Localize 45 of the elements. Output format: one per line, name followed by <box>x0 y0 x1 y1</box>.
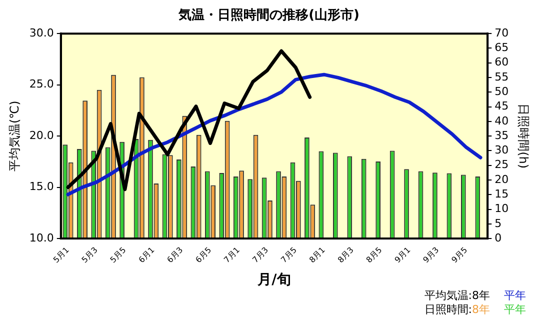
x-tick-label: 8月1 <box>308 245 327 265</box>
x-tick-label: 5月5 <box>108 245 128 265</box>
y2-tick-label: 40 <box>494 114 509 128</box>
x-tick-label: 5月1 <box>52 245 71 265</box>
x-tick-label: 8月3 <box>336 245 356 265</box>
y-tick-label: 30.0 <box>29 26 54 40</box>
x-tick-label: 5月3 <box>80 245 100 265</box>
y2-tick-label: 50 <box>494 85 509 98</box>
y2-tick-label: 35 <box>494 128 509 142</box>
y2-axis-title: 日照時間(h) <box>516 104 531 169</box>
text: 8年 <box>472 289 490 302</box>
y2-tick-label: 0 <box>494 231 502 244</box>
x-tick-label: 9月5 <box>450 245 470 265</box>
y2-tick-label: 45 <box>494 100 509 113</box>
y2-tick-label: 20 <box>494 172 509 186</box>
x-tick-label: 8月5 <box>364 245 384 265</box>
text: 日照時間: <box>424 303 472 316</box>
chart-title: 気温・日照時間の推移(山形市) <box>178 7 360 24</box>
text: 平均気温: <box>424 289 472 302</box>
y2-tick-label: 30 <box>494 144 509 157</box>
y2-tick-label: 60 <box>494 56 509 69</box>
x-tick-label: 9月1 <box>393 245 412 265</box>
text: 平年 <box>504 303 526 316</box>
y-tick-label: 15.0 <box>29 180 54 194</box>
y-tick-label: 10.0 <box>29 231 54 244</box>
y2-tick-label: 55 <box>494 70 509 84</box>
y-tick-label: 20.0 <box>29 128 54 142</box>
x-tick-label: 7月5 <box>279 245 298 265</box>
y2-tick-label: 25 <box>494 158 509 172</box>
y-tick-label: 25.0 <box>29 78 54 91</box>
y-axis-title: 平均気温(℃) <box>7 100 22 172</box>
x-tick-label: 6月3 <box>165 245 185 265</box>
y2-tick-label: 5 <box>494 216 502 230</box>
x-axis-title: 月/旬 <box>256 272 291 288</box>
x-tick-label: 7月1 <box>222 245 242 265</box>
y2-tick-label: 15 <box>494 187 509 200</box>
text: 平年 <box>504 289 526 302</box>
text: 8年 <box>472 303 490 316</box>
x-tick-label: 7月3 <box>250 245 270 265</box>
y2-tick-label: 10 <box>494 202 509 216</box>
y2-tick-label: 65 <box>494 41 509 54</box>
x-tick-label: 9月3 <box>421 245 441 265</box>
x-tick-label: 6月5 <box>194 245 214 265</box>
y2-tick-label: 70 <box>494 26 509 40</box>
x-tick-label: 6月1 <box>137 245 156 265</box>
